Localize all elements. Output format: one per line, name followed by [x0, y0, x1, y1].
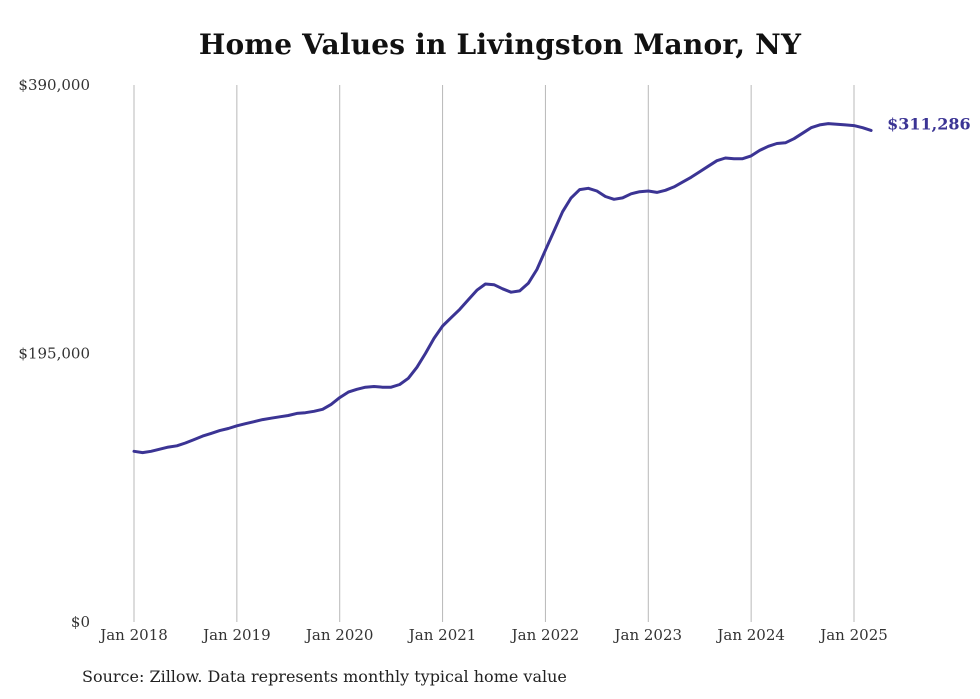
source-note: Source: Zillow. Data represents monthly … [82, 667, 567, 686]
chart-title: Home Values in Livingston Manor, NY [198, 28, 802, 61]
x-axis-ticks: Jan 2018 Jan 2019 Jan 2020 Jan 2021 Jan 2022… [98, 626, 888, 644]
x-tick-label: Jan 2019 [201, 626, 271, 644]
x-tick-label: Jan 2022 [510, 626, 580, 644]
x-tick-label: Jan 2025 [818, 626, 888, 644]
y-axis-ticks: $0 $195,000 $390,000 [18, 76, 90, 631]
y-tick-label: $0 [71, 613, 90, 631]
series-layer [132, 122, 873, 455]
y-tick-label: $390,000 [18, 76, 90, 94]
end-label-layer: $311,286 [887, 114, 971, 133]
x-tick-label: Jan 2018 [98, 626, 168, 644]
x-tick-label: Jan 2021 [407, 626, 477, 644]
y-tick-label: $195,000 [18, 345, 90, 363]
x-tick-label: Jan 2023 [613, 626, 683, 644]
series-line-0 [132, 122, 873, 455]
end-value-label: $311,286 [887, 114, 971, 133]
gridlines [133, 85, 855, 622]
x-tick-label: Jan 2020 [304, 626, 374, 644]
x-tick-label: Jan 2024 [715, 626, 785, 644]
